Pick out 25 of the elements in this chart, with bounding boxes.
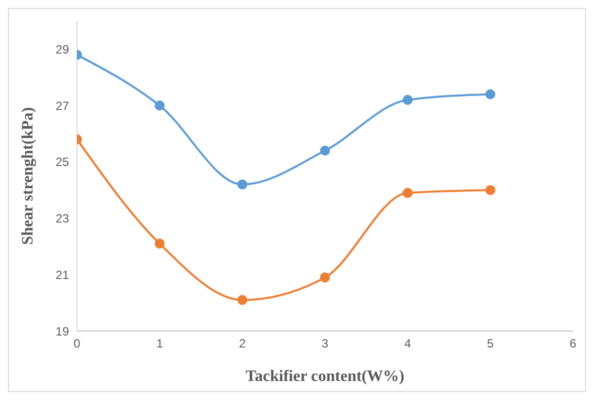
x-tick-label: 4 (404, 336, 412, 351)
y-tick-label: 19 (56, 324, 70, 338)
point (237, 295, 248, 305)
x-tick-label: 1 (156, 336, 164, 351)
point (485, 89, 496, 100)
point (402, 94, 413, 105)
y-tick-label: 27 (56, 98, 70, 113)
x-tick-label: 2 (238, 336, 246, 351)
point (402, 188, 413, 198)
point (237, 179, 248, 190)
y-tick-label: 23 (56, 212, 70, 226)
y-tick-label: 25 (56, 155, 70, 170)
x-tick-label: 5 (486, 336, 494, 351)
point (320, 146, 330, 156)
y-tick-label: 29 (56, 42, 70, 56)
x-tick-label: 0 (74, 336, 81, 351)
point (320, 272, 330, 282)
x-axis-title: Tackifier content(W%) (246, 368, 404, 385)
y-axis-title: Shear strenght(kPa) (20, 107, 37, 245)
y-tick-label: 21 (56, 268, 70, 282)
x-tick-label: 3 (322, 336, 329, 351)
point (154, 238, 165, 249)
point (154, 100, 165, 111)
x-tick-label: 6 (570, 336, 577, 351)
point (485, 185, 496, 196)
